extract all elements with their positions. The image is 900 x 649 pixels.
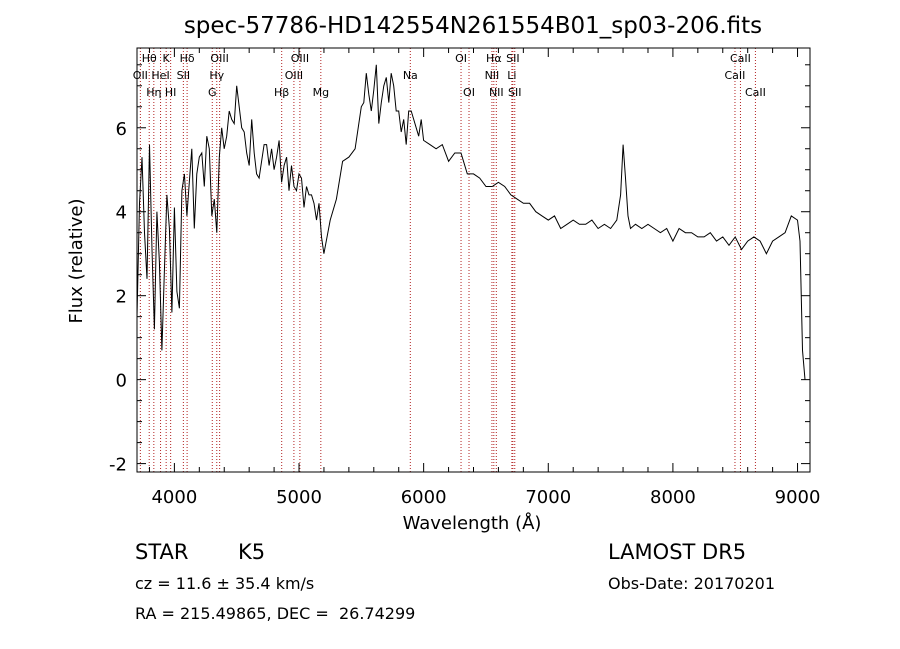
y-tick-label: 6 bbox=[116, 119, 127, 140]
line-marker-label: Hη bbox=[146, 86, 161, 99]
line-marker-label: HI bbox=[165, 86, 177, 99]
x-tick-label: 4000 bbox=[151, 487, 197, 508]
line-marker-label: Na bbox=[403, 69, 418, 82]
line-marker-label: Hγ bbox=[209, 69, 224, 82]
line-marker-label: Mg bbox=[313, 86, 329, 99]
line-marker-label: SII bbox=[508, 86, 521, 99]
line-marker-label: Hδ bbox=[180, 52, 195, 65]
x-tick-label: 9000 bbox=[775, 487, 821, 508]
y-tick-label: 0 bbox=[116, 371, 127, 392]
redshift-velocity: cz = 11.6 ± 35.4 km/s bbox=[135, 574, 315, 593]
line-marker-label: CaII bbox=[725, 69, 746, 82]
line-marker-label: OI bbox=[455, 52, 467, 65]
line-marker-label: Hθ bbox=[142, 52, 157, 65]
line-marker-label: SII bbox=[506, 52, 519, 65]
line-marker-label: NII bbox=[485, 69, 500, 82]
line-marker-label: OII bbox=[133, 69, 148, 82]
line-marker-label: NII bbox=[489, 86, 504, 99]
y-tick-label: 4 bbox=[116, 203, 127, 224]
object-subclass: K5 bbox=[238, 540, 266, 564]
line-marker-label: OIII bbox=[285, 69, 303, 82]
x-tick-label: 7000 bbox=[525, 487, 571, 508]
spectrum-line bbox=[136, 64, 806, 380]
line-marker-label: OIII bbox=[291, 52, 309, 65]
line-marker-label: G bbox=[208, 86, 217, 99]
y-tick-label: -2 bbox=[109, 455, 127, 476]
line-marker-label: Li bbox=[507, 69, 516, 82]
x-tick-label: 5000 bbox=[276, 487, 322, 508]
x-axis-ticks: 4000 5000 6000 7000 8000 9000 bbox=[148, 48, 821, 508]
line-marker-label: Hα bbox=[486, 52, 502, 65]
line-marker-label: K bbox=[163, 52, 171, 65]
line-marker-label: SII bbox=[177, 69, 190, 82]
chart-title: spec-57786-HD142554N261554B01_sp03-206.f… bbox=[184, 13, 762, 39]
line-marker-label: HeI bbox=[151, 69, 169, 82]
line-marker-label: OIII bbox=[210, 52, 228, 65]
object-class: STAR bbox=[135, 540, 189, 564]
x-axis-label: Wavelength (Å) bbox=[403, 512, 542, 534]
y-axis-label: Flux (relative) bbox=[66, 198, 87, 323]
spectral-line-markers bbox=[139, 48, 756, 472]
y-axis-ticks: -2 0 2 4 6 bbox=[109, 64, 810, 476]
x-tick-label: 6000 bbox=[401, 487, 447, 508]
spectral-line-labels: OIIHθHηHeIKHISIIHδGHγOIIIHβOIIIOIIIMgNaO… bbox=[133, 52, 766, 99]
survey-name: LAMOST DR5 bbox=[608, 540, 747, 564]
observation-date: Obs-Date: 20170201 bbox=[608, 574, 776, 593]
sky-coordinates: RA = 215.49865, DEC = 26.74299 bbox=[135, 604, 416, 623]
y-tick-label: 2 bbox=[116, 287, 127, 308]
line-marker-label: OI bbox=[463, 86, 475, 99]
x-tick-label: 8000 bbox=[650, 487, 696, 508]
line-marker-label: CaII bbox=[730, 52, 751, 65]
line-marker-label: CaII bbox=[745, 86, 766, 99]
plot-frame bbox=[136, 47, 811, 473]
line-marker-label: Hβ bbox=[274, 86, 289, 99]
